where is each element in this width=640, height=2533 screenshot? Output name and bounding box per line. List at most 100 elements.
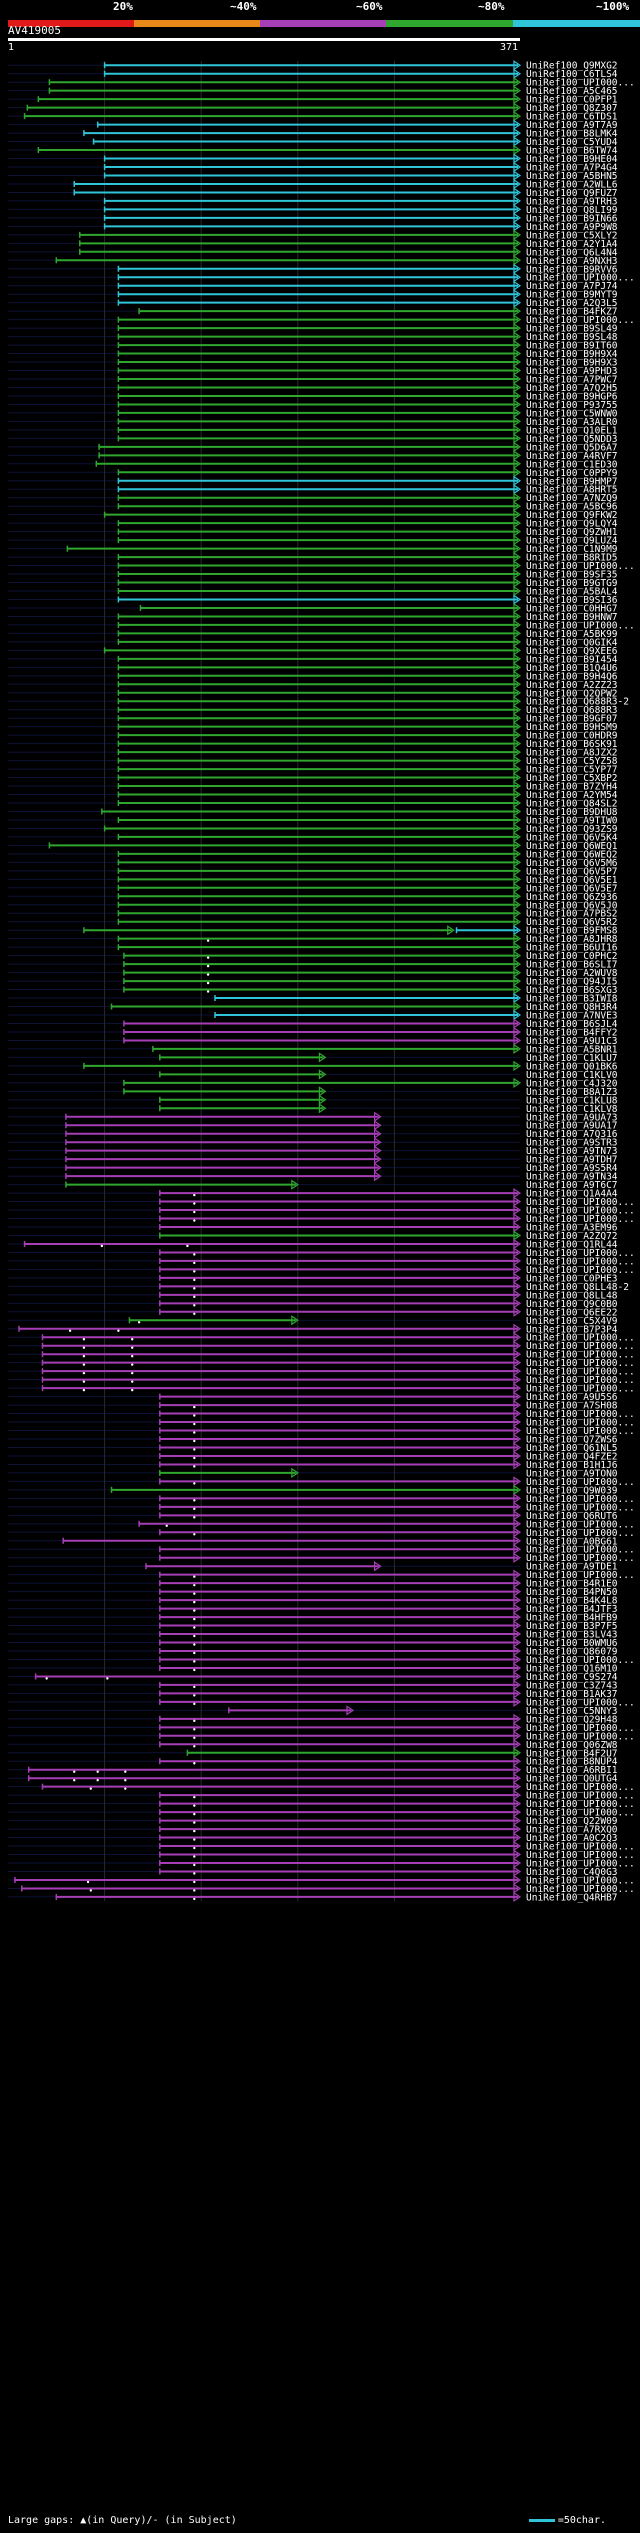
- hit-label: UniRef100_Q9XEE6: [526, 646, 618, 657]
- hit-178-end-arrow: [513, 1569, 522, 1580]
- hit-140-end-arrow: [513, 1247, 522, 1258]
- hit-label: UniRef100_UPI000...: [526, 1206, 635, 1217]
- gap-marker: [193, 1219, 196, 1222]
- hit-label: UniRef100_C0PFP1: [526, 95, 618, 106]
- hit-label: UniRef100_UPI000...: [526, 1791, 635, 1802]
- gap-marker: [193, 1702, 196, 1706]
- hit-label: UniRef100_A8HRT5: [526, 485, 618, 496]
- hit-label: UniRef100_Q6V5P7: [526, 866, 618, 877]
- scale-legend: =50char.: [528, 2515, 606, 2526]
- gap-marker: [206, 964, 210, 968]
- hit-label: UniRef100_B9HSM9: [526, 722, 618, 733]
- hit-label: UniRef100_B9HMP7: [526, 476, 618, 487]
- gap-marker: [193, 1193, 196, 1197]
- hit-label: UniRef100_UPI000...: [526, 1697, 635, 1708]
- hit-label: UniRef100_C1KLU8: [526, 1095, 618, 1106]
- hit-label: UniRef100_A5BAL4: [526, 587, 618, 598]
- gap-marker: [193, 1210, 196, 1214]
- hit-label: UniRef100_C5YP77: [526, 765, 618, 776]
- hit-177-end-arrow: [374, 1561, 382, 1572]
- hit-label: UniRef100_Q94JI5: [526, 977, 618, 988]
- hit-67-end-arrow: [513, 628, 522, 639]
- legend-label-80: ~80%: [478, 0, 505, 13]
- hit-label: UniRef100_A3EM96: [526, 1223, 618, 1234]
- hit-label: UniRef100_A5C465: [526, 86, 618, 97]
- hit-label: UniRef100_B9HGP6: [526, 391, 618, 402]
- hit-53-end-arrow: [513, 509, 522, 520]
- hit-label: UniRef100_B9DHU8: [526, 807, 618, 818]
- hit-152-end-arrow: [513, 1349, 522, 1360]
- hit-124-end-arrow: [374, 1111, 382, 1122]
- hit-label: UniRef100_UPI000...: [526, 1731, 635, 1742]
- hit-146-end-arrow: [513, 1298, 522, 1309]
- hit-195-end-arrow: [513, 1713, 522, 1724]
- hit-label: UniRef100_UPI000...: [526, 1265, 635, 1276]
- gap-marker: [193, 1719, 196, 1723]
- gap-marker: [86, 1880, 90, 1884]
- hit-116-end-arrow: [513, 1043, 522, 1055]
- gap-marker: [193, 1745, 196, 1748]
- gap-marker: [193, 1312, 196, 1316]
- hit-label: UniRef100_A9S5R4: [526, 1163, 618, 1174]
- hit-136-end-arrow: [513, 1213, 522, 1224]
- hit-142-end-arrow: [513, 1264, 522, 1275]
- hit-68-end-arrow: [513, 636, 522, 648]
- hit-label: UniRef100_A9U1C3: [526, 1036, 618, 1047]
- legend-label-40: ~40%: [230, 0, 257, 13]
- gap-marker: [131, 1363, 134, 1366]
- hit-86-end-arrow: [513, 789, 522, 800]
- hit-label: UniRef100_UPI000...: [526, 1502, 635, 1513]
- hit-44-end-arrow: [513, 433, 522, 444]
- gap-marker: [186, 1244, 189, 1248]
- scale-swatch: [528, 2518, 555, 2522]
- hit-label: UniRef100_A5BC96: [526, 502, 618, 513]
- hit-125-end-arrow: [374, 1120, 382, 1131]
- hit-label: UniRef100_Q6L4N4: [526, 247, 618, 258]
- hit-180-end-arrow: [513, 1586, 522, 1597]
- hit-73-end-arrow: [513, 679, 522, 690]
- hit-174-end-arrow: [513, 1535, 522, 1546]
- hit-label: UniRef100_A7RXQ0: [526, 1825, 618, 1836]
- hit-label: UniRef100_C1KLV0: [526, 1070, 618, 1081]
- gap-marker: [193, 1600, 196, 1604]
- hit-label: UniRef100_A5BK99: [526, 629, 618, 640]
- hit-193-end-arrow: [513, 1696, 522, 1708]
- hit-label: UniRef100_Q6RUT6: [526, 1511, 618, 1522]
- hit-164-end-arrow: [513, 1450, 522, 1462]
- hit-121-end-arrow: [318, 1086, 327, 1097]
- hit-label: UniRef100_B4PN50: [526, 1587, 618, 1598]
- legend-color-strip: [8, 20, 640, 27]
- gap-marker: [193, 1507, 196, 1511]
- hit-label: UniRef100_A9U5S6: [526, 1392, 618, 1403]
- hit-label: UniRef100_UPI000...: [526, 1358, 635, 1369]
- gap-marker: [193, 1304, 196, 1307]
- hit-15-end-arrow: [513, 187, 522, 198]
- hit-210-end-arrow: [513, 1840, 522, 1852]
- hit-label: UniRef100_Q9FUZ7: [526, 188, 618, 199]
- hit-label: UniRef100_Q29H48: [526, 1714, 618, 1725]
- hit-label: UniRef100_Q8LL48: [526, 1290, 618, 1301]
- hit-label: UniRef100_UPI000...: [526, 78, 635, 89]
- hit-label: UniRef100_A9TRH3: [526, 196, 618, 207]
- hit-169-end-arrow: [513, 1493, 522, 1504]
- hit-83-end-arrow: [513, 763, 522, 775]
- hit-label: UniRef100_A9T7A9: [526, 120, 618, 131]
- hit-label: UniRef100_Q9LUZ4: [526, 536, 618, 547]
- gap-marker: [193, 1414, 196, 1417]
- gap-marker: [193, 1736, 196, 1740]
- hit-42-end-arrow: [513, 416, 522, 427]
- hit-17-end-arrow: [513, 204, 522, 215]
- hit-label: UniRef100_A7NVE3: [526, 1011, 618, 1022]
- hit-label: UniRef100_A0BG61: [526, 1536, 618, 1547]
- hit-label: UniRef100_Q8LL48-2: [526, 1282, 629, 1293]
- gap-marker: [193, 1253, 196, 1256]
- gap-marker: [193, 1694, 196, 1697]
- hit-78-end-arrow: [513, 721, 522, 732]
- hit-99-end-arrow: [513, 899, 522, 910]
- hit-26-end-arrow: [513, 280, 522, 291]
- hit-label: UniRef100_A8JZX2: [526, 748, 618, 759]
- hit-29-end-arrow: [513, 306, 522, 317]
- hit-49-end-arrow: [513, 475, 522, 486]
- hit-170-end-arrow: [513, 1501, 522, 1512]
- gap-marker: [193, 1872, 196, 1875]
